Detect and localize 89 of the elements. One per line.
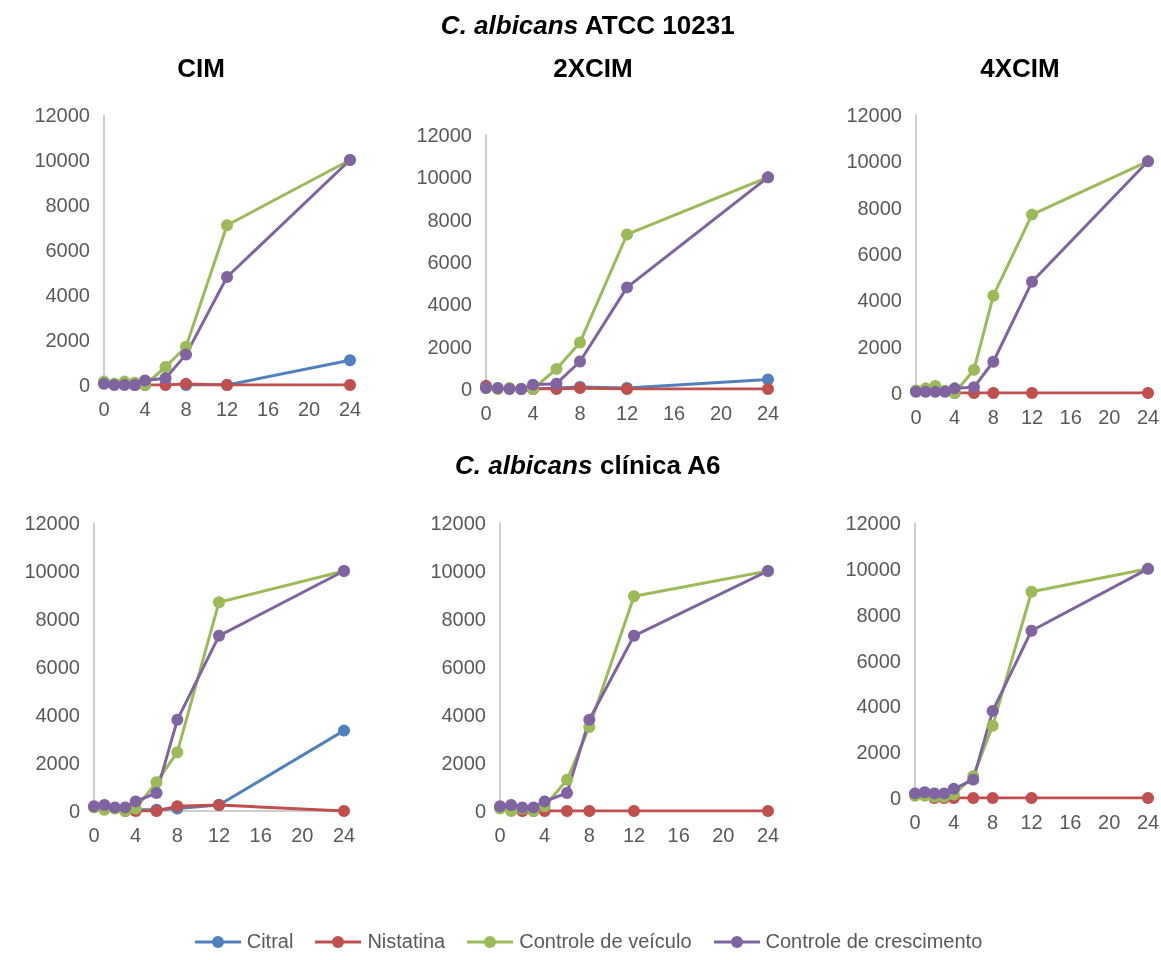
x-tick-label: 16 — [1059, 811, 1082, 833]
x-tick-label: 20 — [291, 824, 314, 846]
y-tick-label: 8000 — [856, 603, 901, 626]
x-tick-label: 4 — [949, 406, 961, 428]
y-tick-label: 12000 — [845, 512, 901, 534]
x-tick-label: 16 — [1059, 406, 1082, 428]
y-tick-label: 4000 — [35, 704, 80, 726]
y-tick-label: 4000 — [45, 284, 90, 306]
text: C. albicans ATCC 10231 — [440, 10, 735, 40]
y-tick-label: 10000 — [24, 560, 80, 582]
x-tick-label: 24 — [1136, 406, 1160, 428]
y-tick-label: 8000 — [35, 608, 80, 630]
y-tick-label: 6000 — [856, 649, 901, 672]
x-tick-label: 4 — [539, 824, 551, 846]
y-tick-label: 4000 — [857, 289, 902, 312]
chart-title: 2XCIM — [553, 53, 633, 83]
chart-title: 4XCIM — [980, 53, 1060, 83]
x-tick-label: 20 — [297, 398, 321, 420]
y-tick-label: 4000 — [427, 293, 472, 316]
y-tick-label: 6000 — [427, 251, 472, 273]
y-tick-label: 4000 — [441, 704, 486, 726]
y-tick-label: 0 — [889, 787, 901, 809]
x-tick-label: 12 — [615, 402, 639, 424]
x-tick-label: 16 — [249, 824, 272, 846]
x-tick-label: 12 — [622, 824, 646, 846]
x-tick-label: 16 — [662, 402, 686, 424]
x-tick-label: 8 — [171, 824, 183, 846]
y-tick-label: 0 — [460, 378, 472, 400]
legend-label: Controle de crescimento — [765, 930, 983, 953]
x-tick-label: 8 — [574, 402, 586, 424]
x-tick-label: 8 — [180, 398, 192, 420]
y-tick-label: 4000 — [856, 695, 901, 718]
y-tick-label: 2000 — [441, 752, 486, 774]
y-tick-label: 2000 — [857, 335, 902, 358]
x-tick-label: 24 — [338, 398, 362, 420]
y-tick-label: 8000 — [427, 208, 472, 231]
x-tick-label: 12 — [1020, 811, 1043, 833]
x-tick-label: 12 — [207, 824, 231, 846]
y-tick-label: 12000 — [24, 512, 80, 534]
x-tick-label: 0 — [910, 406, 922, 428]
y-tick-label: 0 — [890, 382, 902, 404]
y-tick-label: 8000 — [441, 608, 486, 630]
x-tick-label: 24 — [1136, 811, 1160, 833]
y-tick-label: 0 — [78, 374, 90, 396]
x-tick-label: 0 — [494, 824, 506, 846]
x-tick-label: 0 — [909, 811, 921, 833]
y-tick-label: 8000 — [857, 196, 902, 219]
x-tick-label: 20 — [1098, 406, 1121, 428]
y-tick-label: 10000 — [846, 150, 902, 173]
x-tick-label: 24 — [332, 824, 356, 846]
x-tick-label: 16 — [256, 398, 280, 420]
x-tick-label: 12 — [215, 398, 239, 420]
x-tick-label: 20 — [709, 402, 733, 424]
y-tick-label: 6000 — [45, 239, 90, 261]
x-tick-label: 24 — [756, 402, 780, 424]
legend-label: Citral — [246, 930, 294, 953]
y-tick-label: 2000 — [856, 741, 901, 764]
y-tick-label: 12000 — [846, 104, 902, 126]
text: C. albicans clínica A6 — [455, 450, 721, 480]
y-tick-label: 2000 — [35, 752, 80, 774]
x-tick-label: 16 — [667, 824, 690, 846]
legend-label: Controle de veículo — [519, 930, 692, 953]
x-tick-label: 24 — [756, 824, 780, 846]
y-tick-label: 12000 — [430, 512, 486, 534]
x-tick-label: 4 — [527, 402, 539, 424]
chart-title: CIM — [177, 53, 225, 83]
y-tick-label: 10000 — [430, 560, 486, 582]
y-tick-label: 10000 — [416, 166, 472, 189]
x-tick-label: 4 — [948, 811, 960, 833]
x-tick-label: 8 — [987, 811, 999, 833]
y-tick-label: 6000 — [441, 656, 486, 678]
y-tick-label: 2000 — [45, 329, 90, 351]
legend-label: Nistatina — [367, 930, 446, 953]
y-tick-label: 12000 — [34, 104, 90, 126]
x-tick-label: 4 — [130, 824, 142, 846]
x-tick-label: 8 — [987, 406, 999, 428]
y-tick-label: 12000 — [416, 124, 472, 146]
y-tick-label: 6000 — [35, 656, 80, 678]
y-tick-label: 10000 — [845, 557, 901, 580]
x-tick-label: 8 — [583, 824, 595, 846]
x-tick-label: 20 — [1098, 811, 1121, 833]
y-tick-label: 8000 — [45, 194, 90, 216]
x-tick-label: 4 — [139, 398, 151, 420]
x-tick-label: 12 — [1020, 406, 1044, 428]
y-tick-label: 10000 — [34, 149, 90, 171]
y-tick-label: 2000 — [427, 335, 472, 358]
x-tick-label: 0 — [98, 398, 110, 420]
x-tick-label: 20 — [712, 824, 735, 846]
y-tick-label: 6000 — [857, 243, 902, 265]
